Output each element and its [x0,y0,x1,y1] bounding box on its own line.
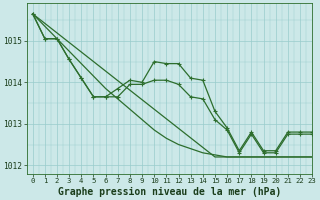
X-axis label: Graphe pression niveau de la mer (hPa): Graphe pression niveau de la mer (hPa) [58,186,281,197]
